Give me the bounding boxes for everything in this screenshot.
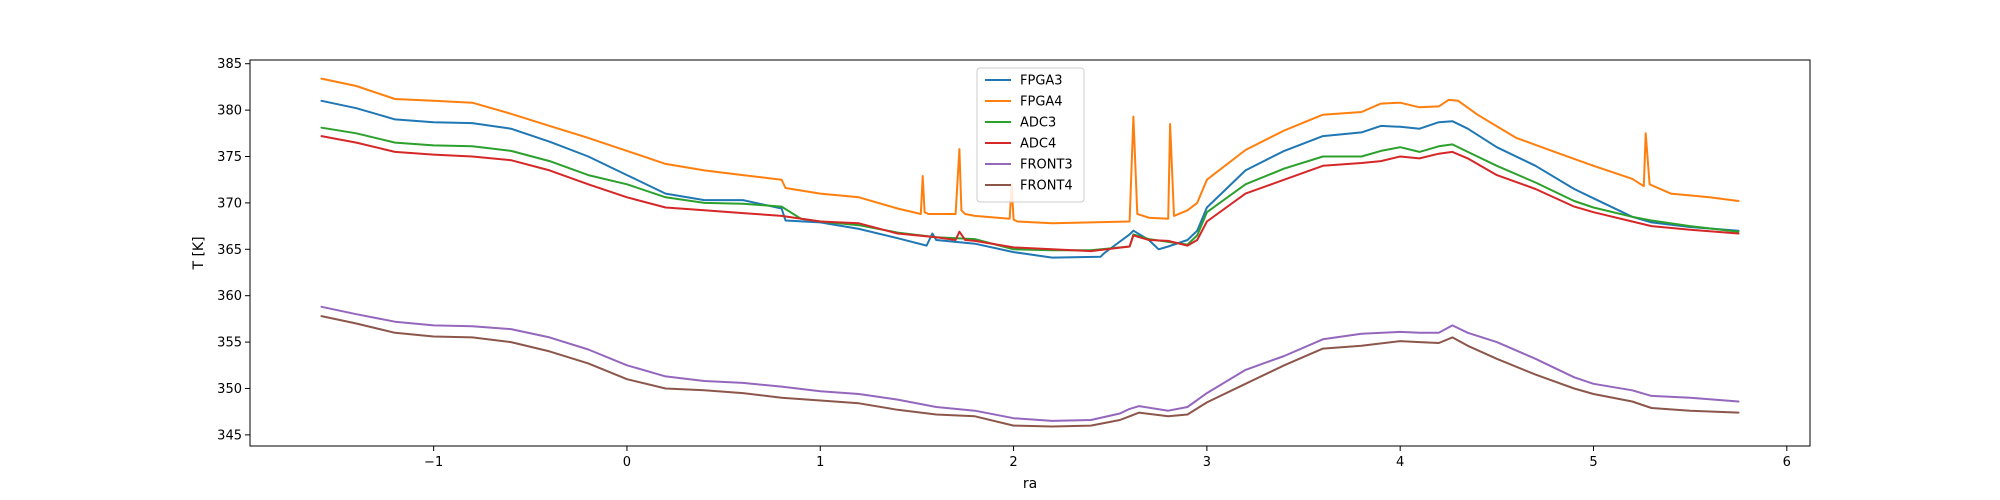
y-tick-label: 370 (217, 196, 242, 211)
legend-label-fpga4: FPGA4 (1020, 95, 1063, 110)
legend: FPGA3 FPGA4 ADC3 ADC4 FRONT3 FRONT4 (976, 67, 1085, 203)
y-tick-label: 385 (217, 57, 242, 72)
y-tick-label: 345 (217, 428, 242, 443)
x-tick-label: 0 (623, 455, 631, 470)
legend-label-adc3: ADC3 (1020, 116, 1056, 131)
y-axis-label: T [K] (191, 236, 207, 270)
x-tick-label: 5 (1589, 455, 1597, 470)
y-tick-label: 360 (217, 289, 242, 304)
x-tick-label: 1 (816, 455, 824, 470)
series-line-front3 (320, 305, 1740, 422)
y-axis: 345 350 355 360 365 370 375 380 385 (217, 57, 250, 443)
x-tick-label: 4 (1396, 455, 1404, 470)
x-axis: −1 0 1 2 3 4 5 6 (424, 446, 1791, 470)
series-line-adc3 (320, 126, 1740, 252)
x-axis-label: ra (1023, 476, 1037, 492)
legend-label-adc4: ADC4 (1020, 137, 1056, 152)
series-line-fpga3 (320, 99, 1740, 259)
legend-label-fpga3: FPGA3 (1020, 74, 1063, 89)
legend-label-front3: FRONT3 (1020, 158, 1073, 173)
series-layer (320, 77, 1740, 428)
series-line-front4 (320, 315, 1740, 428)
y-tick-label: 375 (217, 150, 242, 165)
y-tick-label: 380 (217, 104, 242, 119)
series-line-adc4 (320, 135, 1740, 253)
series-line-fpga4 (320, 77, 1740, 225)
x-tick-label: −1 (424, 455, 443, 470)
y-tick-label: 365 (217, 243, 242, 258)
x-tick-label: 2 (1009, 455, 1017, 470)
x-tick-label: 6 (1783, 455, 1791, 470)
y-tick-label: 350 (217, 382, 242, 397)
x-tick-label: 3 (1203, 455, 1211, 470)
legend-label-front4: FRONT4 (1020, 179, 1073, 194)
y-tick-label: 355 (217, 336, 242, 351)
axes-frame (249, 59, 1811, 447)
plot-area (249, 59, 1811, 447)
